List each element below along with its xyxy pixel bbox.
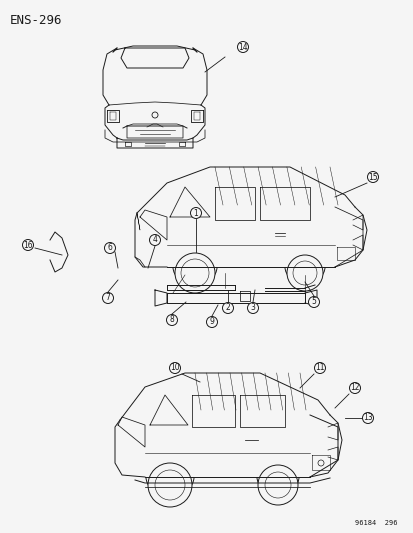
Text: 96184  296: 96184 296 (355, 520, 397, 526)
Text: 16: 16 (23, 240, 33, 249)
Text: 1: 1 (193, 208, 198, 217)
Circle shape (166, 314, 177, 326)
Text: 8: 8 (169, 316, 174, 325)
Text: 9: 9 (209, 318, 214, 327)
Text: 11: 11 (314, 364, 324, 373)
Text: 12: 12 (349, 384, 359, 392)
Text: ENS-296: ENS-296 (10, 14, 62, 27)
Text: 14: 14 (237, 43, 247, 52)
Text: 6: 6 (107, 244, 112, 253)
Circle shape (22, 239, 33, 251)
Circle shape (190, 207, 201, 219)
Circle shape (222, 303, 233, 313)
Circle shape (175, 253, 214, 293)
Circle shape (247, 303, 258, 313)
Text: 15: 15 (367, 173, 377, 182)
Circle shape (102, 293, 113, 303)
Circle shape (237, 42, 248, 52)
Text: 5: 5 (311, 297, 316, 306)
Text: 4: 4 (152, 236, 157, 245)
Circle shape (206, 317, 217, 327)
Circle shape (367, 172, 377, 182)
Circle shape (314, 362, 325, 374)
Circle shape (308, 296, 319, 308)
Text: 3: 3 (250, 303, 255, 312)
Circle shape (349, 383, 360, 393)
Text: 13: 13 (362, 414, 372, 423)
Circle shape (149, 235, 160, 246)
Circle shape (362, 413, 373, 424)
Text: 2: 2 (225, 303, 230, 312)
Circle shape (147, 463, 192, 507)
Circle shape (104, 243, 115, 254)
Text: 10: 10 (170, 364, 179, 373)
Circle shape (169, 362, 180, 374)
Circle shape (257, 465, 297, 505)
Circle shape (286, 255, 322, 291)
Text: 7: 7 (105, 294, 110, 303)
